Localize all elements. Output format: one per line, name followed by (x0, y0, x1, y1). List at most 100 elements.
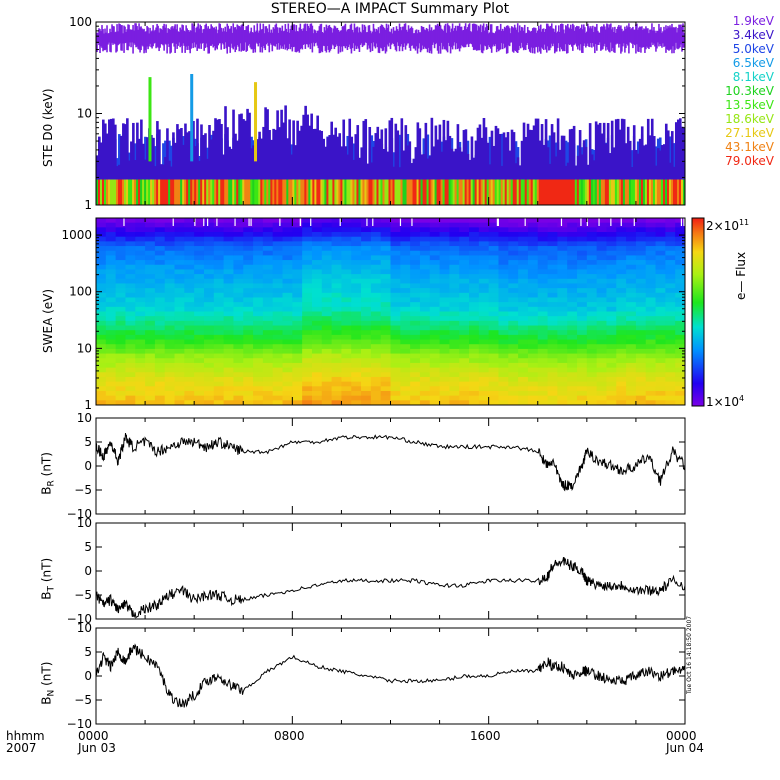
swea-cell (351, 339, 362, 345)
swea-cell (203, 316, 215, 322)
swea-cell (154, 297, 166, 303)
swea-cell (233, 232, 244, 238)
swea-cell (135, 288, 146, 294)
swea-cell (184, 339, 195, 345)
swea-cell (125, 246, 136, 252)
ste-lowband-bar (184, 179, 187, 205)
ste-bar-3.4keV (538, 140, 542, 205)
ste-lowband-bar (534, 179, 538, 205)
swea-cell (321, 353, 333, 359)
swea-cell (194, 348, 205, 355)
swea-cell (243, 246, 254, 252)
swea-cell (272, 278, 284, 284)
swea-cell (135, 236, 146, 242)
ste-bar-3.4keV (482, 117, 486, 205)
swea-cell (243, 400, 254, 406)
swea-cell (223, 246, 234, 252)
swea-cell (105, 264, 117, 270)
ste-bar-3.4keV (322, 138, 325, 205)
swea-cell (321, 325, 333, 331)
ste-lowband-bar (174, 179, 177, 205)
swea-cell (321, 227, 333, 233)
ste-bar-3.4keV (212, 130, 215, 205)
swea-cell (292, 241, 303, 247)
swea-cell (105, 386, 117, 392)
swea-cell (203, 218, 215, 224)
swea-cell (135, 218, 146, 224)
swea-cell (164, 386, 176, 392)
swea-cell (321, 232, 333, 238)
ste-lowband-bar (444, 179, 448, 205)
ste-bar-3.4keV (304, 105, 307, 205)
ste-lowband-bar (306, 179, 309, 205)
swea-cell (194, 232, 205, 238)
swea-cell (203, 288, 215, 294)
ste-bar-3.4keV (130, 141, 133, 205)
swea-cell (135, 232, 146, 238)
swea-cell (351, 232, 362, 238)
ste-lowband-bar (374, 179, 378, 205)
swea-cell (282, 274, 293, 280)
swea-cell (272, 358, 284, 364)
swea-cell (321, 278, 333, 284)
ste-lowband-bar (122, 179, 125, 205)
swea-cell (302, 264, 313, 270)
ste-lowband-bar (588, 179, 592, 205)
ste-lowband-bar (508, 179, 512, 205)
ste-bar-3.4keV (196, 118, 199, 205)
swea-cell (164, 362, 176, 369)
swea-cell (243, 362, 254, 369)
swea-cell (194, 283, 205, 289)
ste-lowband-bar (294, 179, 297, 205)
swea-cell (272, 395, 284, 401)
swea-cell (311, 264, 323, 270)
swea-cell (203, 353, 215, 359)
swea-cell (341, 306, 352, 312)
swea-cell (262, 386, 274, 392)
swea-cell (96, 274, 107, 280)
swea-cell (351, 278, 362, 284)
ste-lowband-bar (312, 179, 315, 205)
ste-lowband-bar (112, 179, 115, 205)
swea-cell (282, 376, 293, 383)
ste-lowband-bar (104, 179, 107, 205)
swea-cell (223, 222, 234, 228)
swea-cell (213, 395, 225, 401)
swea-cell (262, 330, 274, 336)
ste-bar-3.4keV (416, 122, 420, 205)
swea-cell (174, 274, 185, 280)
ste-bar-3.4keV (238, 114, 241, 205)
swea-cell (351, 334, 362, 341)
swea-cell (115, 325, 126, 331)
swea-cell (262, 372, 274, 378)
swea-cell (105, 372, 117, 378)
swea-cell (203, 246, 215, 252)
ste-bar-3.4keV (132, 122, 135, 205)
swea-cell (115, 302, 126, 308)
swea-cell (272, 348, 284, 355)
ste-lowband-bar (520, 179, 524, 205)
swea-cell (331, 344, 342, 350)
ste-bar-3.4keV (186, 132, 189, 205)
swea-cell (233, 358, 244, 364)
swea-cell (105, 227, 117, 233)
swea-cell (253, 311, 264, 317)
swea-cell (154, 386, 166, 392)
swea-cell (96, 330, 107, 336)
ste-bar-3.4keV (536, 118, 540, 205)
ste-lowband-bar (474, 179, 478, 205)
swea-cell (115, 218, 126, 224)
ste-lowband-bar (204, 179, 207, 205)
ste-bar-3.4keV (612, 147, 616, 205)
ste-bar-3.4keV (396, 130, 400, 205)
swea-cell (331, 362, 342, 369)
ste-lowband-bar (610, 179, 614, 205)
swea-cell (262, 232, 274, 238)
swea-cell (184, 292, 195, 298)
swea-cell (292, 386, 303, 392)
ste-lowband-bar (676, 179, 680, 205)
swea-cell (331, 381, 342, 387)
swea-cell (145, 283, 156, 289)
swea-cell (302, 386, 313, 392)
